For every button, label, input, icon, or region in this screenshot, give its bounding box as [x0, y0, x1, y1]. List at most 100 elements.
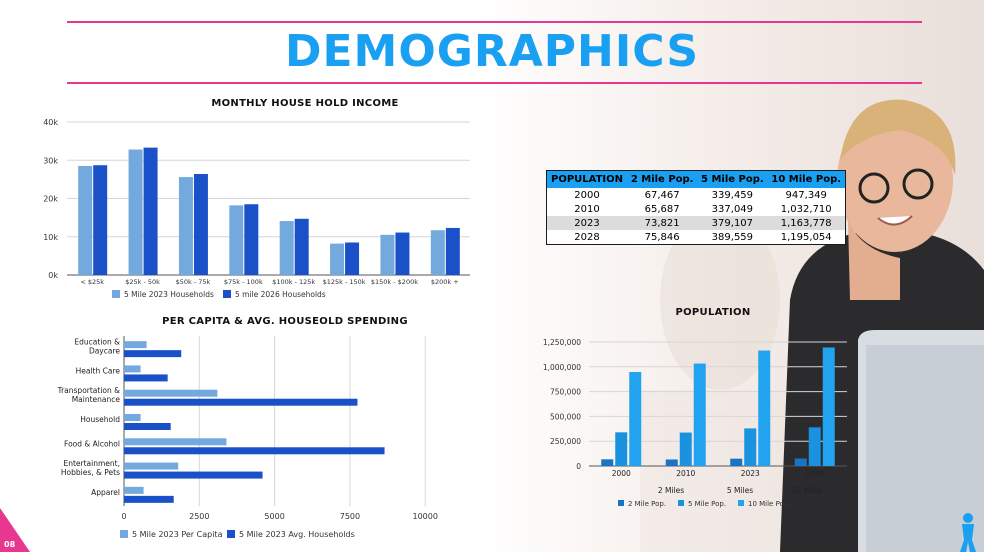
table-cell: 2000 [574, 189, 600, 201]
group-label: 2 Miles [658, 486, 684, 495]
y-category-label: Apparel [91, 488, 120, 497]
table-cell: 337,049 [711, 203, 754, 215]
x-tick-label: $150k - $200k [371, 278, 418, 286]
table-header-cell: 5 Mile Pop. [697, 171, 768, 188]
income-bar [380, 234, 395, 275]
spending-bar [124, 486, 144, 494]
population-bar [679, 432, 692, 466]
table-cell: 2028 [574, 231, 600, 243]
table-row: 2000 67,467 339,459 947,349 [547, 188, 845, 202]
y-tick-label: 30k [43, 156, 58, 165]
legend-label: 5 mile 2026 Households [235, 290, 326, 299]
income-bar [229, 205, 244, 275]
legend-swatch [738, 500, 744, 506]
y-category-label: Daycare [89, 347, 120, 356]
x-tick-label: $100k - 125k [272, 278, 315, 286]
income-bar [330, 243, 345, 275]
population-table: POPULATION 2 Mile Pop. 5 Mile Pop. 10 Mi… [546, 170, 846, 245]
legend-swatch [618, 500, 624, 506]
y-category-label: Transportation & [57, 386, 121, 395]
spending-bar [124, 414, 141, 421]
spending-bar [124, 495, 174, 503]
population-bar [822, 347, 835, 466]
spending-bar [124, 471, 263, 479]
table-cell: 947,349 [785, 189, 827, 201]
table-cell: 2023 [547, 216, 628, 230]
income-bar [279, 221, 294, 275]
legend-label: 10 Mile Pop. [748, 500, 791, 508]
x-tick-label: 0 [121, 512, 126, 521]
y-category-label: Hobbies, & Pets [61, 468, 120, 477]
group-label: 10 Miles [791, 486, 822, 495]
table-cell: 1,032,710 [780, 203, 832, 215]
income-bar [395, 232, 410, 275]
y-tick-label: 500,000 [550, 412, 581, 421]
y-category-label: Household [80, 415, 120, 424]
income-bar [178, 177, 193, 275]
table-cell: 339,459 [711, 189, 754, 201]
table-cell: 379,107 [697, 216, 768, 230]
income-bar [244, 204, 259, 275]
x-tick-label: 2000 [612, 469, 631, 478]
population-bar [665, 459, 678, 466]
x-tick-label: 7500 [340, 512, 360, 521]
y-tick-label: 0 [576, 462, 581, 471]
table-cell: 1,195,054 [780, 231, 832, 243]
group-label: 5 Miles [727, 486, 753, 495]
y-tick-label: 750,000 [550, 388, 581, 397]
income-bar [128, 149, 143, 275]
y-tick-label: 1,000,000 [543, 363, 581, 372]
x-tick-label: 2023 [741, 469, 760, 478]
table-cell: 1,163,778 [767, 216, 845, 230]
top-rule [67, 21, 922, 23]
population-chart-title: POPULATION [675, 307, 751, 318]
population-bar [615, 432, 628, 466]
income-bar [430, 230, 445, 275]
table-cell: 67,467 [644, 189, 680, 201]
population-bar [629, 372, 642, 466]
table-cell: 75,846 [644, 231, 680, 243]
population-bar [730, 458, 743, 466]
income-bar [445, 227, 460, 275]
legend-label: 5 Mile Pop. [688, 500, 726, 508]
legend-label: 5 Mile 2023 Per Capita [132, 530, 223, 539]
income-chart: 0k 10k 20k 30k 40k < $25k $25k - 50k $50k - 75k… [43, 118, 470, 299]
income-bar [294, 218, 309, 275]
population-chart: 0 250,000 500,000 750,000 1,000,000 1,250,000… [543, 338, 847, 508]
y-tick-label: 250,000 [550, 437, 581, 446]
table-header-cell: 10 Mile Pop. [767, 171, 845, 188]
y-tick-label: 1,250,000 [543, 338, 581, 347]
y-tick-label: 10k [43, 233, 58, 242]
legend-label: 2 Mile Pop. [628, 500, 666, 508]
spending-bar [124, 341, 147, 349]
x-tick-label: 5000 [264, 512, 284, 521]
x-tick-label: $125k - 150k [323, 278, 366, 286]
spending-bar [124, 423, 171, 430]
spending-chart: 0 2500 5000 7500 10000 Education &Daycare Heal… [57, 336, 438, 539]
table-row: 2028 75,846 389,559 1,195,054 [547, 230, 845, 244]
x-tick-label: $50k - 75k [176, 278, 211, 286]
spending-bar [124, 374, 168, 382]
income-bar [78, 165, 93, 275]
population-bar [744, 428, 757, 466]
population-bar [601, 459, 614, 466]
y-category-label: Health Care [76, 366, 121, 375]
legend-swatch [223, 290, 231, 298]
income-bar [345, 242, 360, 275]
x-tick-label: 2500 [189, 512, 209, 521]
x-tick-label: 2010 [676, 469, 695, 478]
table-row: 2023 73,821 379,107 1,163,778 [547, 216, 845, 230]
spending-bar [124, 462, 179, 470]
x-tick-label: $200k + [431, 278, 459, 286]
legend-label: 5 Mile 2023 Households [124, 290, 214, 299]
page-title: DEMOGRAPHICS [284, 26, 700, 77]
population-table-header: POPULATION 2 Mile Pop. 5 Mile Pop. 10 Mi… [547, 171, 845, 188]
population-bar [794, 458, 807, 466]
y-category-label: Food & Alcohol [64, 439, 120, 448]
income-bar [93, 165, 108, 275]
spending-chart-title: PER CAPITA & AVG. HOUSEOLD SPENDING [162, 316, 408, 327]
legend-swatch [120, 530, 128, 538]
laptop [858, 330, 984, 552]
table-cell: 73,821 [627, 216, 698, 230]
